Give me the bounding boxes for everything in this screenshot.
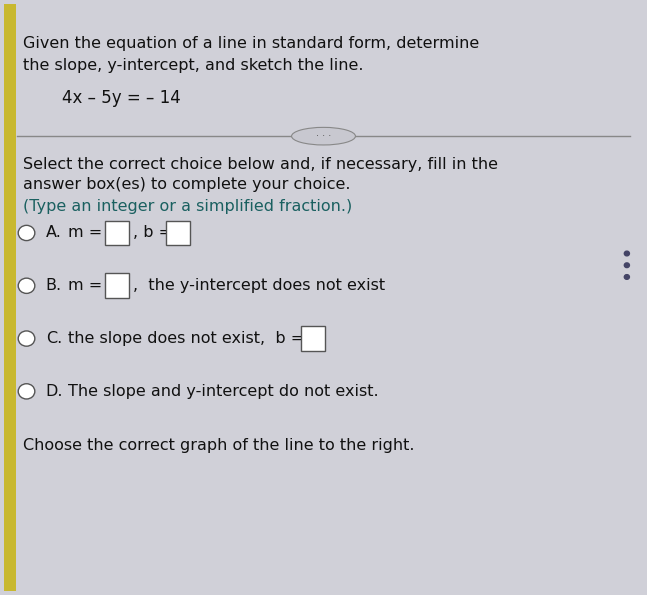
Text: , b =: , b = bbox=[133, 226, 172, 240]
Text: ,  the y-intercept does not exist: , the y-intercept does not exist bbox=[133, 278, 386, 293]
Text: · · ·: · · · bbox=[316, 131, 331, 141]
Circle shape bbox=[624, 251, 630, 256]
Text: Given the equation of a line in standard form, determine: Given the equation of a line in standard… bbox=[23, 36, 479, 51]
Circle shape bbox=[18, 331, 35, 346]
Circle shape bbox=[18, 384, 35, 399]
Text: A.: A. bbox=[46, 226, 61, 240]
Text: The slope and y-intercept do not exist.: The slope and y-intercept do not exist. bbox=[68, 384, 378, 399]
Ellipse shape bbox=[292, 127, 355, 145]
Text: B.: B. bbox=[46, 278, 62, 293]
Circle shape bbox=[624, 263, 630, 268]
Text: C.: C. bbox=[46, 331, 62, 346]
FancyBboxPatch shape bbox=[301, 326, 325, 351]
Text: (Type an integer or a simplified fraction.): (Type an integer or a simplified fractio… bbox=[23, 199, 353, 214]
FancyBboxPatch shape bbox=[166, 221, 190, 245]
Text: the slope does not exist,  b =: the slope does not exist, b = bbox=[68, 331, 304, 346]
Text: D.: D. bbox=[46, 384, 63, 399]
Circle shape bbox=[18, 278, 35, 293]
Text: Choose the correct graph of the line to the right.: Choose the correct graph of the line to … bbox=[23, 439, 415, 453]
Text: the slope, y-intercept, and sketch the line.: the slope, y-intercept, and sketch the l… bbox=[23, 58, 364, 73]
FancyBboxPatch shape bbox=[105, 274, 129, 298]
FancyBboxPatch shape bbox=[105, 221, 129, 245]
Circle shape bbox=[624, 275, 630, 279]
Text: m =: m = bbox=[68, 226, 102, 240]
Text: Select the correct choice below and, if necessary, fill in the: Select the correct choice below and, if … bbox=[23, 156, 498, 172]
Circle shape bbox=[18, 226, 35, 240]
Text: 4x – 5y = – 14: 4x – 5y = – 14 bbox=[61, 89, 181, 107]
Text: answer box(es) to complete your choice.: answer box(es) to complete your choice. bbox=[23, 177, 351, 192]
Text: m =: m = bbox=[68, 278, 102, 293]
FancyBboxPatch shape bbox=[4, 4, 16, 591]
